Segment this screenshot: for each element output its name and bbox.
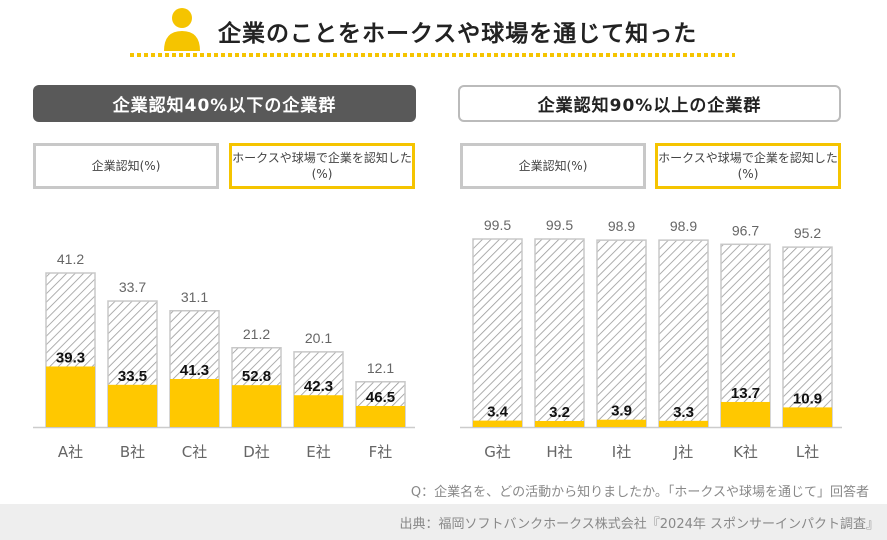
bar-hawks-awareness [721, 401, 770, 427]
bar-awareness [534, 238, 585, 428]
value-label-awareness: 31.1 [181, 289, 208, 305]
value-label-hawks: 41.3 [180, 362, 209, 379]
bar-hawks-awareness [108, 384, 157, 427]
value-label-awareness: 98.9 [670, 218, 697, 234]
legend-awareness: 企業認知(%) [33, 143, 219, 189]
value-label-awareness: 98.9 [608, 218, 635, 234]
bar-hawks-awareness [46, 366, 95, 427]
value-label-awareness: 99.5 [546, 217, 573, 233]
legend-awareness: 企業認知(%) [460, 143, 646, 189]
category-label: I社 [612, 443, 631, 461]
question-note: Q：企業名を、どの活動から知りましたか。「ホークスや球場を通じて」回答者 [410, 485, 869, 500]
bar-awareness [782, 246, 833, 428]
group-title-low: 企業認知40%以下の企業群 [33, 85, 416, 122]
category-label: G社 [484, 443, 511, 461]
category-label: E社 [306, 443, 330, 461]
value-label-hawks: 39.3 [56, 349, 85, 366]
bar-hawks-awareness [659, 420, 708, 427]
category-label: H社 [546, 443, 572, 461]
bar-hawks-awareness [597, 419, 646, 427]
category-label: C社 [182, 443, 207, 461]
bar-hawks-awareness [294, 395, 343, 427]
value-label-awareness: 20.1 [305, 330, 332, 346]
legend-hawks-awareness: ホークスや球場で企業を認知した(%) [229, 143, 415, 189]
value-label-awareness: 99.5 [484, 217, 511, 233]
value-label-hawks: 52.8 [242, 368, 271, 385]
category-label: D社 [243, 443, 270, 461]
value-label-hawks: 3.9 [611, 403, 632, 420]
value-label-hawks: 3.2 [549, 404, 570, 421]
bar-hawks-awareness [232, 385, 281, 427]
bar-awareness [472, 238, 523, 428]
bar-awareness [596, 239, 647, 428]
bar-hawks-awareness [170, 378, 219, 427]
category-label: B社 [120, 443, 145, 461]
bar-hawks-awareness [356, 405, 405, 427]
category-label: J社 [673, 443, 693, 461]
source-note: 出典：福岡ソフトバンクホークス株式会社『2024年 スポンサーインパクト調査』 [399, 517, 879, 532]
value-label-awareness: 12.1 [367, 360, 394, 376]
value-label-hawks: 3.3 [673, 404, 694, 421]
value-label-awareness: 33.7 [119, 279, 146, 295]
bar-hawks-awareness [535, 420, 584, 427]
category-label: A社 [58, 443, 83, 461]
value-label-awareness: 95.2 [794, 225, 821, 241]
group-title-high: 企業認知90%以上の企業群 [458, 85, 841, 122]
value-label-hawks: 42.3 [304, 378, 333, 395]
dotted-divider [130, 53, 735, 57]
value-label-awareness: 21.2 [243, 326, 270, 342]
legend-hawks-awareness: ホークスや球場で企業を認知した(%) [655, 143, 841, 189]
value-label-awareness: 96.7 [732, 222, 759, 238]
value-label-hawks: 46.5 [366, 389, 395, 406]
category-label: F社 [369, 443, 393, 461]
person-icon [164, 8, 200, 51]
value-label-hawks: 10.9 [793, 390, 822, 407]
bar-awareness [658, 239, 709, 428]
value-label-awareness: 41.2 [57, 251, 84, 267]
category-label: L社 [796, 443, 819, 461]
category-label: K社 [733, 443, 758, 461]
bar-hawks-awareness [473, 420, 522, 427]
value-label-hawks: 3.4 [487, 404, 509, 421]
footer-bar [0, 504, 887, 540]
value-label-hawks: 13.7 [731, 385, 760, 402]
page-title: 企業のことをホークスや球場を通じて知った [218, 21, 698, 47]
bar-hawks-awareness [783, 407, 832, 427]
value-label-hawks: 33.5 [118, 368, 147, 385]
